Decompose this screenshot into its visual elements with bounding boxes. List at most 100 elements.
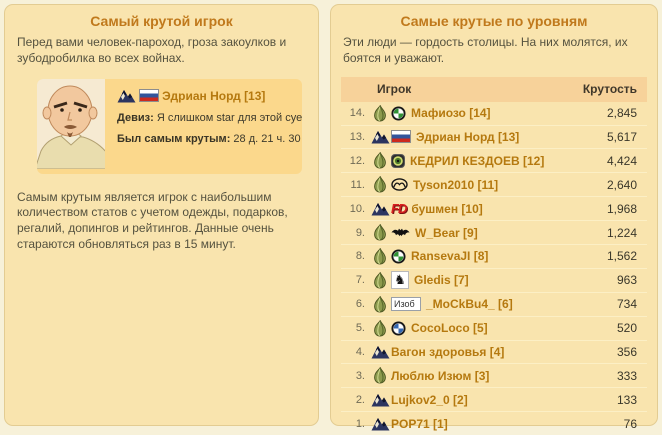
faction-garlic-icon	[369, 271, 391, 289]
table-row: 8. RansevaJI [8] 1,562	[341, 244, 647, 268]
coolness-value: 1,224	[606, 225, 637, 240]
player-name-link[interactable]: W_Bear [9]	[415, 225, 478, 240]
faction-mountain-icon	[369, 345, 391, 359]
round-badge-emblem-icon	[391, 153, 405, 168]
panel-intro-text: Перед вами человек-пароход, гроза закоул…	[17, 35, 287, 65]
faction-mountain-icon	[369, 202, 391, 216]
was-coolest-line: Был самым крутым: 28 д. 21 ч. 30 м.	[117, 133, 302, 145]
player-name-link[interactable]: _MoCkBu4_ [6]	[426, 297, 513, 312]
player-name-link[interactable]: Lujkov2_0 [2]	[391, 392, 468, 407]
panel-intro-text: Эти люди — гордость столицы. На них моля…	[343, 35, 628, 65]
rank-label: 5.	[355, 322, 365, 335]
rank-label: 9.	[355, 226, 365, 239]
panel-title: Самые крутые по уровням	[400, 13, 588, 29]
rank-label: 8.	[355, 250, 365, 263]
russia-flag-icon	[139, 89, 160, 103]
table-row: 9. W_Bear [9] 1,224	[341, 220, 647, 244]
player-name-link[interactable]: Вагон здоровья [4]	[391, 345, 505, 359]
table-header-row: Игрок Крутость	[341, 76, 647, 102]
coolness-value: 4,424	[606, 153, 637, 168]
coolness-value: 5,617	[606, 129, 637, 144]
table-row: 11. Tyson2010 [11] 2,640	[341, 172, 647, 196]
fd-letters-emblem-icon: FD	[391, 201, 407, 217]
motto-label: Девиз:	[117, 111, 154, 124]
coolest-explanation-text: Самым крутым является игрок с наибольшим…	[17, 189, 288, 252]
rank-label: 10.	[349, 202, 365, 215]
bat-emblem-icon	[391, 227, 410, 238]
faction-garlic-icon	[369, 319, 391, 337]
table-row: 14. Мафиозо [14] 2,845	[341, 102, 647, 125]
faction-mountain-icon	[369, 417, 391, 431]
table-row: 4. Вагон здоровья [4] 356	[341, 339, 647, 364]
bmw-green-logo-icon	[391, 249, 406, 264]
faction-garlic-icon	[369, 152, 391, 169]
coolness-value: 1,562	[606, 249, 637, 264]
panel-title: Самый крутой игрок	[90, 13, 233, 29]
rank-label: 3.	[355, 369, 365, 382]
player-name-link[interactable]: Эдриан Норд [13]	[416, 129, 520, 144]
was-coolest-value: 28 д. 21 ч. 30 м.	[233, 132, 302, 145]
coolness-value: 333	[616, 368, 637, 383]
champion-info: Эдриан Норд [13] Девиз: Я слишком star д…	[105, 79, 302, 174]
broken-image-emblem-icon: Изоб	[391, 297, 421, 312]
coolness-value: 76	[623, 416, 637, 431]
coolness-value: 734	[616, 297, 637, 312]
rank-label: 4.	[355, 346, 365, 358]
player-name-link[interactable]: CocoLoco [5]	[411, 321, 488, 336]
player-name-link[interactable]: Tyson2010 [11]	[413, 177, 499, 192]
rank-label: 1.	[355, 417, 365, 430]
coolness-value: 133	[616, 392, 637, 407]
coolness-value: 520	[616, 321, 637, 336]
table-row: 3. Люблю Изюм [3] 333	[341, 363, 647, 387]
faction-garlic-icon	[369, 175, 391, 193]
player-name-link[interactable]: бушмен [10]	[411, 201, 483, 216]
player-column-header: Игрок	[377, 82, 412, 97]
motto-text: Я слишком star для этой суеты))	[156, 111, 302, 124]
champion-name-line: Эдриан Норд [13]	[117, 89, 302, 103]
mazda-logo-icon	[391, 178, 408, 192]
faction-garlic-icon	[369, 223, 391, 241]
table-row: 6. Изоб _MoCkBu4_ [6] 734	[341, 291, 647, 316]
coolness-value: 1,968	[606, 201, 637, 216]
champion-name-link[interactable]: Эдриан Норд [13]	[162, 88, 266, 103]
champion-card: Эдриан Норд [13] Девиз: Я слишком star д…	[37, 78, 302, 174]
faction-garlic-icon	[369, 295, 391, 313]
ranking-table: Игрок Крутость 14. Мафиозо [14] 2,845 13. Эд…	[341, 76, 647, 435]
rank-label: 14.	[349, 107, 365, 120]
rank-label: 6.	[355, 298, 365, 311]
bmw-green-logo-icon	[391, 106, 406, 121]
faction-garlic-icon	[369, 104, 391, 122]
player-name-link[interactable]: Gledis [7]	[414, 273, 469, 288]
player-name-link[interactable]: POP71 [1]	[391, 416, 448, 431]
table-row: 12. КЕДРИЛ КЕЗДОЕВ [12] 4,424	[341, 148, 647, 172]
player-name-link[interactable]: Мафиозо [14]	[411, 106, 491, 121]
coolest-player-panel: Самый крутой игрок Перед вами человек-па…	[4, 4, 319, 426]
coolness-value: 963	[616, 273, 637, 288]
rank-label: 13.	[349, 130, 365, 143]
player-name-link[interactable]: КЕДРИЛ КЕЗДОЕВ [12]	[410, 153, 545, 168]
player-avatar[interactable]	[37, 78, 108, 174]
avatar-image	[37, 78, 108, 170]
table-row: 1. POP71 [1] 76	[341, 411, 647, 435]
rank-label: 12.	[349, 154, 365, 167]
coolness-value: 2,845	[606, 106, 637, 121]
coolness-column-header: Крутость	[582, 82, 637, 97]
player-name-link[interactable]: RansevaJI [8]	[411, 249, 489, 264]
ranking-rows: 14. Мафиозо [14] 2,845 13. Эдриан Норд [13] 5…	[341, 102, 647, 435]
table-row: 10. FD бушмен [10] 1,968	[341, 196, 647, 220]
mountain-clan-icon	[117, 89, 136, 103]
rank-label: 11.	[350, 178, 365, 191]
table-row: 7. ♞ Gledis [7] 963	[341, 267, 647, 292]
chess-knight-emblem-icon: ♞	[391, 271, 409, 290]
player-name-link[interactable]: Люблю Изюм [3]	[391, 368, 490, 383]
table-row: 13. Эдриан Норд [13] 5,617	[341, 124, 647, 149]
faction-garlic-icon	[369, 367, 391, 384]
russia-flag-icon	[391, 130, 411, 144]
coolest-by-level-panel: Самые крутые по уровням Эти люди — гордо…	[330, 4, 658, 431]
broken-image-alt-text: Изоб	[391, 297, 421, 312]
coolness-value: 356	[616, 345, 637, 359]
rank-label: 7.	[355, 274, 365, 287]
bmw-blue-logo-icon	[391, 321, 406, 336]
faction-garlic-icon	[369, 247, 391, 265]
rank-label: 2.	[355, 393, 365, 406]
